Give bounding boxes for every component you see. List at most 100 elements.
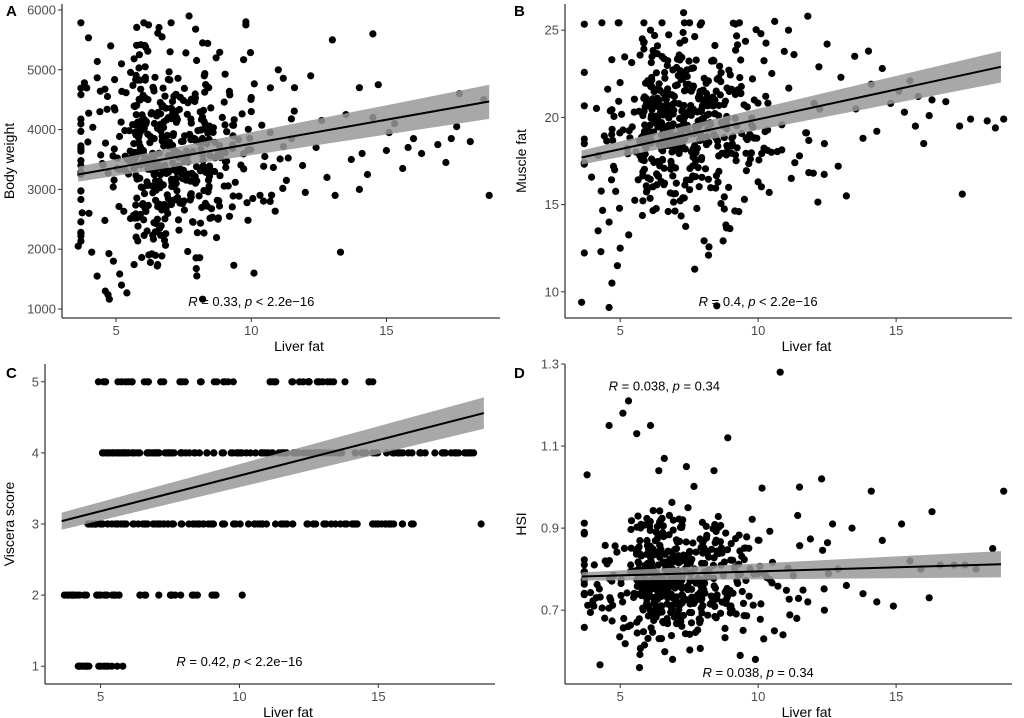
data-point [697, 19, 706, 27]
data-point [664, 85, 672, 93]
data-point [136, 449, 144, 457]
data-point [102, 449, 111, 457]
data-point [698, 579, 707, 587]
data-point [733, 41, 742, 49]
x-tick-label: 10 [244, 323, 258, 338]
data-point [172, 90, 180, 98]
data-point [716, 538, 725, 546]
data-point [671, 164, 680, 172]
data-point [900, 108, 909, 116]
data-point [113, 662, 121, 670]
data-point [138, 253, 146, 262]
data-point [617, 591, 625, 600]
data-point [282, 520, 290, 528]
data-point [288, 378, 296, 386]
data-point [699, 539, 707, 547]
data-point [679, 28, 687, 37]
data-point [155, 180, 163, 188]
data-point [616, 79, 624, 87]
data-point [193, 56, 201, 65]
panel-b: B 5 10 15 10 15 20 25 Liver fat Muscle fat R = 0.4… [513, 3, 1012, 354]
data-point [200, 229, 208, 237]
data-point [240, 165, 248, 173]
data-point [714, 142, 722, 150]
data-point [118, 378, 126, 386]
data-point [197, 378, 205, 386]
data-point [657, 545, 665, 554]
data-point [925, 112, 933, 120]
data-point [745, 592, 753, 600]
data-point [639, 197, 647, 205]
data-point [820, 585, 828, 593]
data-point [321, 520, 329, 528]
data-point [167, 104, 175, 112]
data-point [717, 609, 725, 617]
data-point [196, 219, 205, 227]
data-point [654, 172, 663, 180]
data-point [991, 124, 1000, 132]
data-point [77, 84, 85, 92]
data-point [161, 215, 169, 223]
data-point [101, 85, 109, 93]
data-point [786, 611, 794, 619]
data-point [673, 55, 682, 63]
data-point [447, 449, 455, 457]
data-point [615, 97, 623, 105]
y-tick-label: 15 [545, 197, 559, 212]
data-point [110, 176, 118, 184]
data-point [733, 144, 741, 152]
data-point [170, 166, 178, 174]
data-point [196, 167, 204, 175]
x-tick-label: 10 [232, 689, 246, 704]
data-point [604, 85, 612, 93]
data-point [898, 520, 906, 528]
data-point [207, 205, 216, 213]
data-point [681, 630, 690, 638]
x-axis-label: Liver fat [782, 338, 832, 354]
data-point [231, 178, 239, 186]
data-point [421, 449, 429, 457]
data-point [743, 612, 751, 620]
regression-line [581, 65, 1002, 159]
data-point [682, 222, 690, 230]
data-point [229, 378, 237, 386]
data-point [158, 206, 166, 214]
data-point [599, 206, 607, 214]
data-point [691, 173, 700, 181]
stats-annotation-top: R = 0.038, p = 0.34 [609, 379, 720, 394]
data-point [739, 626, 747, 635]
data-point [713, 75, 721, 83]
x-axis-label: Liver fat [782, 704, 832, 718]
data-point [580, 20, 588, 28]
data-point [848, 524, 856, 532]
data-point [925, 594, 933, 602]
data-point [219, 520, 227, 528]
data-point [115, 132, 124, 141]
data-point [191, 135, 199, 143]
data-point [132, 201, 140, 209]
data-point [699, 114, 708, 122]
data-point [663, 61, 671, 70]
data-point [103, 92, 112, 101]
data-point [717, 200, 725, 208]
data-point [675, 515, 683, 523]
data-point [663, 615, 671, 623]
data-point [842, 192, 851, 200]
data-point [654, 157, 662, 166]
data-point [389, 449, 397, 457]
data-point [348, 520, 356, 528]
data-point [728, 142, 736, 150]
data-point [305, 378, 313, 386]
data-point [77, 19, 85, 27]
data-point [642, 94, 650, 102]
data-point [737, 56, 745, 64]
regression-line [61, 412, 485, 523]
data-point [244, 216, 252, 224]
data-point [669, 526, 677, 534]
data-point [746, 155, 755, 163]
data-point [603, 137, 611, 145]
data-point [605, 218, 613, 226]
data-point [313, 378, 321, 386]
data-point [133, 119, 141, 127]
